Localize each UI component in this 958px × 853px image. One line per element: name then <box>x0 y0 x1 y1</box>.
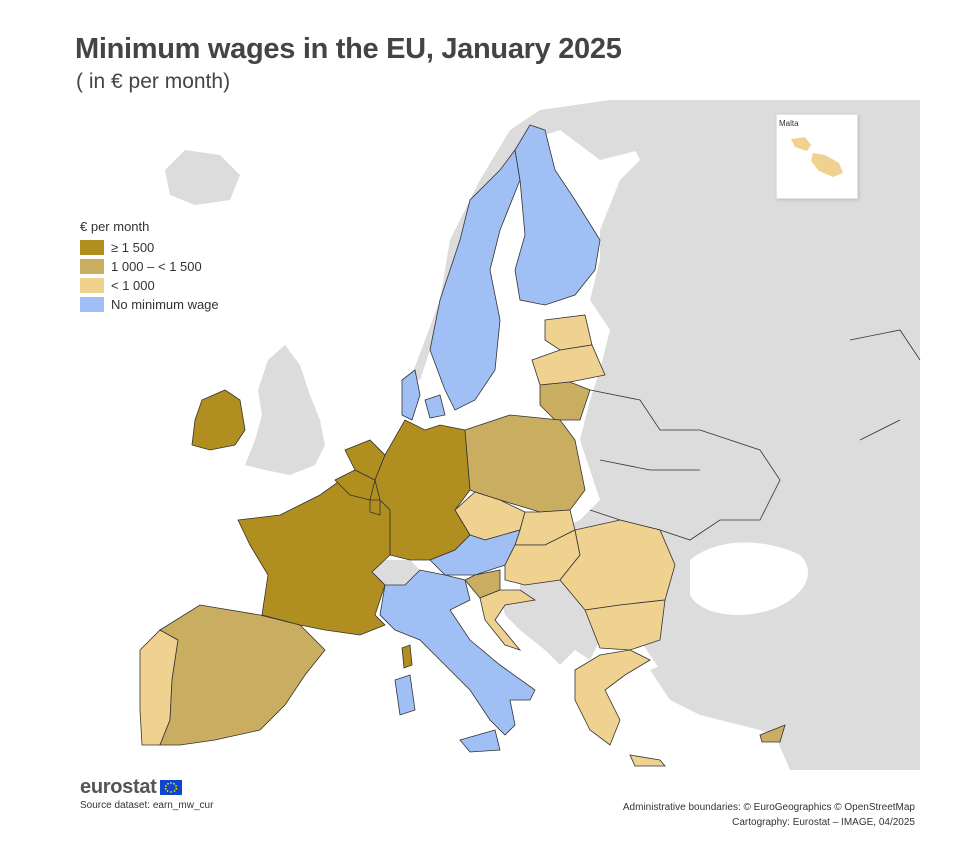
region-estonia <box>544 314 593 351</box>
region-austria <box>429 529 521 576</box>
region-turkey <box>650 650 920 760</box>
region-balkans-non-eu <box>500 595 575 665</box>
credits-line-1: Administrative boundaries: © EuroGeograp… <box>622 802 915 813</box>
region-corsica <box>401 644 413 669</box>
logo-text: eurostat <box>80 776 157 798</box>
eurostat-logo: eurostat <box>80 776 182 799</box>
region-finland <box>514 124 601 306</box>
region-romania <box>559 519 676 611</box>
region-switzerland <box>372 560 420 585</box>
malta-inset-map <box>791 137 843 177</box>
legend-swatch <box>80 278 104 293</box>
region-spain <box>159 604 326 746</box>
region-malta <box>791 137 843 177</box>
legend-item: 1 000 – < 1 500 <box>80 257 219 276</box>
map-title: Minimum wages in the EU, January 2025 <box>75 33 622 65</box>
map-legend: € per month ≥ 1 500 1 000 – < 1 500 < 1 … <box>80 219 219 314</box>
legend-title: € per month <box>80 219 150 234</box>
legend-swatch <box>80 297 104 312</box>
legend-label: < 1 000 <box>111 278 155 293</box>
legend-label: 1 000 – < 1 500 <box>111 259 202 274</box>
region-lithuania <box>539 381 591 421</box>
region-denmark <box>401 369 446 421</box>
region-belgium <box>334 469 376 501</box>
legend-item: < 1 000 <box>80 276 219 295</box>
map-subtitle: ( in € per month) <box>76 70 231 93</box>
region-united-kingdom <box>245 345 325 475</box>
legend-item: No minimum wage <box>80 295 219 314</box>
legend-swatch <box>80 240 104 255</box>
malta-inset: Malta <box>776 114 858 199</box>
region-iceland <box>165 150 240 205</box>
region-bulgaria <box>584 599 666 651</box>
legend-swatch <box>80 259 104 274</box>
region-croatia <box>479 589 537 651</box>
region-luxembourg <box>369 499 381 516</box>
legend-label: ≥ 1 500 <box>111 240 155 255</box>
region-slovenia <box>464 569 501 599</box>
region-ireland <box>191 389 246 451</box>
region-italy <box>379 569 536 753</box>
border-lines-east <box>589 329 921 541</box>
region-latvia <box>531 344 606 386</box>
eu-flag-icon <box>159 780 182 795</box>
region-cyprus <box>759 724 786 743</box>
credits-line-2: Cartography: Eurostat – IMAGE, 04/2025 <box>732 817 915 828</box>
black-sea <box>690 542 809 615</box>
region-greece <box>574 649 666 767</box>
legend-item: ≥ 1 500 <box>80 238 219 257</box>
source-note: Source dataset: earn_mw_cur <box>80 800 214 811</box>
credits: Administrative boundaries: © EuroGeograp… <box>623 800 915 830</box>
region-norway <box>410 100 650 380</box>
legend-label: No minimum wage <box>111 297 219 312</box>
region-sweden <box>429 149 521 411</box>
inset-label: Malta <box>779 119 799 128</box>
